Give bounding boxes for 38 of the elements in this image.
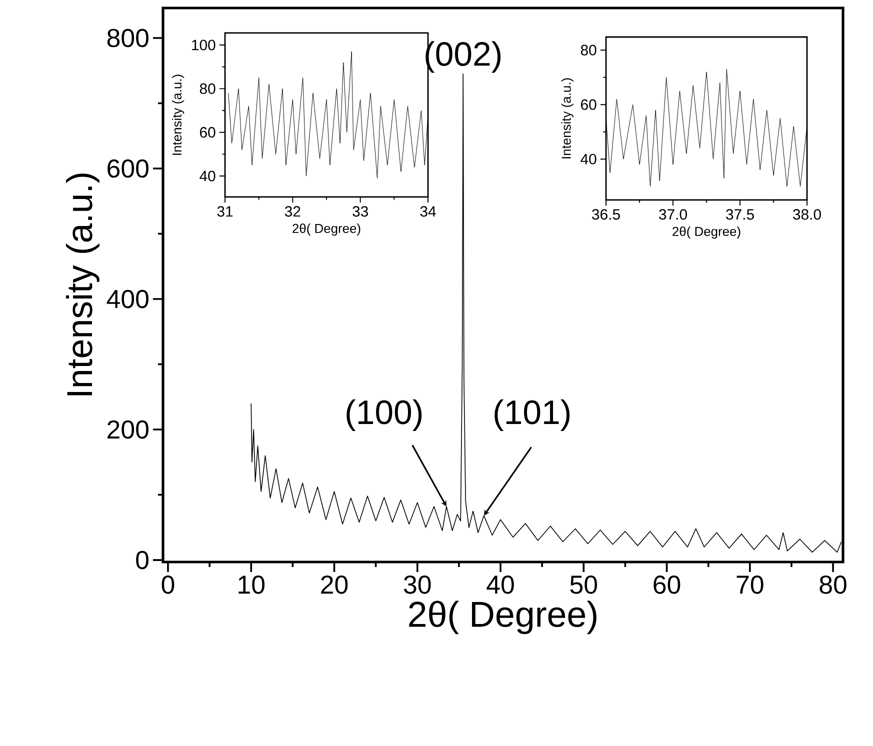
y-tick-label: 200 — [108, 420, 148, 439]
x-tick-label: 80 — [820, 576, 846, 594]
x-tick-label: 38.0 — [793, 209, 821, 220]
x-tick-label: 30 — [404, 576, 431, 594]
y-axis-title: Intensity (a.u.) — [66, 174, 100, 396]
x-tick-label: 36.5 — [592, 209, 620, 220]
y-tick-label: 400 — [106, 290, 148, 308]
y-tick-label: 800 — [107, 28, 148, 48]
x-tick-label: 60 — [654, 576, 680, 594]
x-tick-label: 10 — [238, 576, 265, 594]
y-tick-label: 40 — [580, 154, 596, 164]
x-tick-label: 20 — [321, 576, 348, 594]
y-tick-label: 60 — [581, 99, 596, 110]
x-tick-label: 34 — [420, 206, 436, 217]
y-axis-title: Intensity (a.u.) — [172, 74, 184, 155]
x-tick-label: 40 — [486, 576, 514, 594]
y-tick-label: 80 — [200, 83, 216, 94]
line-series — [250, 73, 842, 553]
x-axis-title: 2θ( Degree) — [672, 226, 740, 239]
x-axis-title: 2θ( Degree) — [409, 600, 596, 634]
annotation: (100) — [346, 399, 422, 431]
x-tick-label: 33 — [352, 206, 368, 217]
y-tick-label: 40 — [200, 170, 216, 182]
x-tick-label: 70 — [736, 576, 764, 594]
x-axis-title: 2θ( Degree) — [292, 224, 360, 236]
y-tick-label: 100 — [192, 40, 216, 50]
y-tick-label: 0 — [136, 550, 148, 570]
y-axis-title: Intensity (a.u.) — [561, 78, 574, 158]
y-tick-label: 60 — [200, 127, 216, 138]
x-tick-label: 32 — [284, 206, 300, 217]
x-tick-label: 0 — [162, 576, 174, 594]
annotation: (101) — [494, 399, 570, 431]
x-tick-label: 37.5 — [726, 209, 754, 220]
x-tick-label: 50 — [570, 576, 598, 594]
x-tick-label: 37.0 — [659, 209, 687, 220]
x-tick-label: 31 — [217, 206, 233, 217]
y-tick-label: 600 — [108, 159, 148, 178]
y-tick-label: 80 — [580, 44, 596, 56]
